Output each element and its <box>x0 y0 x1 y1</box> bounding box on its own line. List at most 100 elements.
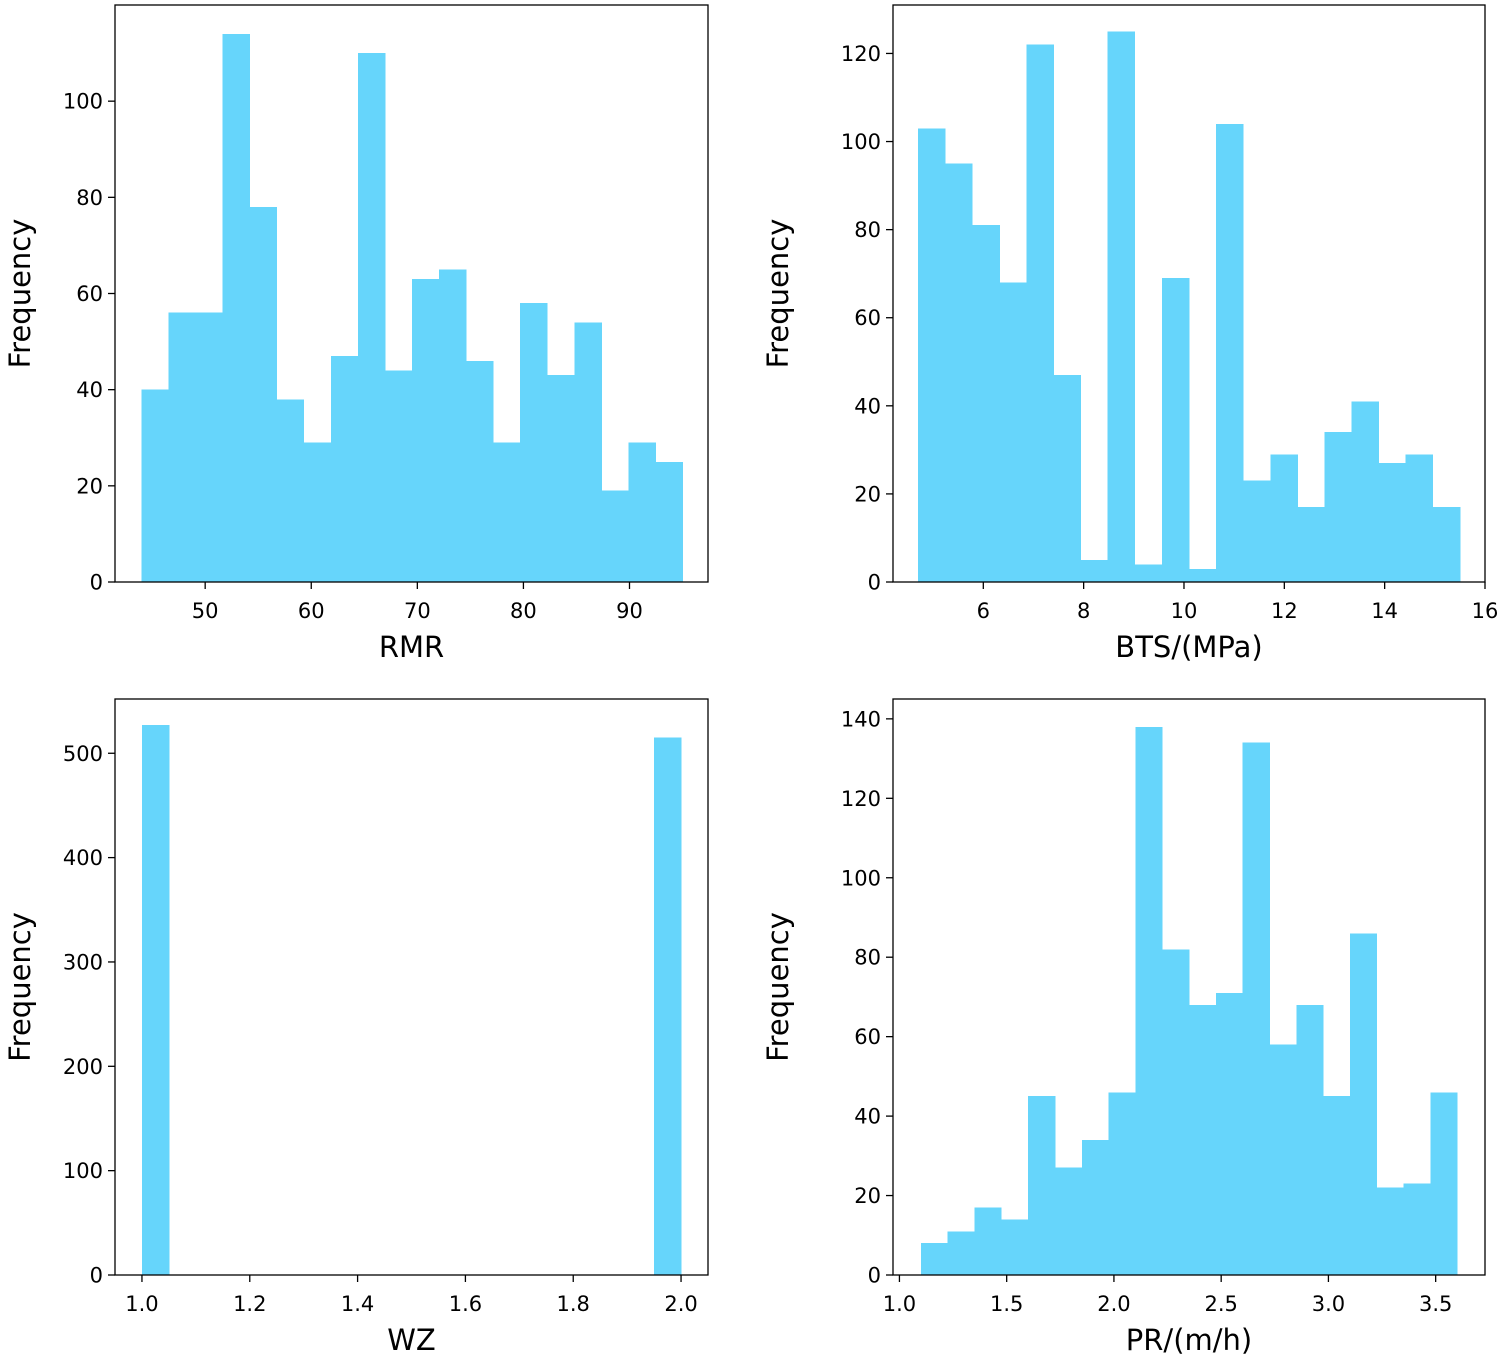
histogram-bar <box>1028 1096 1056 1275</box>
x-tick-label: 3.5 <box>1419 1292 1452 1316</box>
histogram-bar <box>1270 454 1298 582</box>
y-tick-label: 40 <box>854 1105 881 1129</box>
y-axis-label: Frequency <box>3 219 37 369</box>
y-tick-label: 60 <box>76 282 103 306</box>
x-axis-label: WZ <box>387 1323 436 1357</box>
histogram-bar <box>1243 480 1271 582</box>
x-tick-label: 8 <box>1077 599 1090 623</box>
x-tick-label: 14 <box>1371 599 1398 623</box>
histogram-bar <box>1161 278 1190 582</box>
x-tick-label: 60 <box>298 599 325 623</box>
y-tick-label: 120 <box>841 787 881 811</box>
plot-frame <box>892 698 1486 1276</box>
y-tick-label: 100 <box>63 1159 103 1183</box>
histogram-bar <box>974 1207 1002 1275</box>
histogram-bar <box>520 303 548 582</box>
histogram-bar <box>1189 1004 1217 1275</box>
histogram-bar <box>1001 1219 1029 1275</box>
histogram-bar <box>1134 564 1163 582</box>
plot-frame <box>892 4 1486 583</box>
histogram-bar <box>1135 726 1163 1275</box>
histogram-panel: 1.0 1.5 2.0 2.5 3.0 3.5 0 20 40 60 80 100 120 140 PR/(… <box>761 698 1486 1357</box>
x-tick-label: 1.8 <box>557 1292 590 1316</box>
x-tick-label: 1.0 <box>883 1292 916 1316</box>
y-tick-label: 200 <box>63 1055 103 1079</box>
x-tick-label: 2.0 <box>664 1292 697 1316</box>
y-axis-label: Frequency <box>761 912 795 1062</box>
histogram-bar <box>466 360 494 582</box>
histogram-bar <box>1107 31 1136 583</box>
x-tick-label: 90 <box>616 599 643 623</box>
y-axis-label: Frequency <box>761 219 795 369</box>
y-tick-label: 40 <box>76 378 103 402</box>
x-axis-label: RMR <box>379 630 444 664</box>
x-tick-label: 70 <box>404 599 431 623</box>
histogram-bar <box>1405 454 1434 582</box>
histogram-bar <box>972 225 1000 583</box>
y-tick-label: 140 <box>841 707 881 731</box>
histogram-bar <box>222 33 251 583</box>
histogram-bar <box>920 1243 949 1275</box>
y-tick-label: 80 <box>854 218 881 242</box>
histogram-bar <box>1216 123 1244 583</box>
y-tick-label: 400 <box>63 846 103 870</box>
y-tick-label: 100 <box>841 866 881 890</box>
histogram-bar <box>574 322 602 582</box>
histogram-bar <box>439 269 467 582</box>
histogram-bar <box>357 53 386 582</box>
y-tick-label: 60 <box>854 306 881 330</box>
y-tick-label: 20 <box>854 1184 881 1208</box>
y-axis-label: Frequency <box>3 912 37 1062</box>
y-tick-label: 0 <box>90 1264 103 1288</box>
histogram-bar <box>918 128 946 582</box>
histogram-bar <box>276 399 305 582</box>
histogram-bar <box>999 282 1027 582</box>
histogram-bar <box>1324 432 1352 582</box>
histogram-bar <box>1297 507 1325 582</box>
histogram-bar <box>1323 1096 1351 1275</box>
histogram-bar <box>168 312 197 582</box>
histogram-bar <box>1403 1183 1431 1275</box>
histogram-bar <box>947 1231 975 1275</box>
x-tick-label: 1.6 <box>449 1292 482 1316</box>
histogram-bar <box>1026 44 1054 582</box>
histogram-bar <box>655 461 683 582</box>
x-axis-label: PR/(m/h) <box>1126 1323 1252 1357</box>
histogram-bar <box>412 279 440 582</box>
histogram-bar <box>654 737 682 1275</box>
histogram-bar <box>1162 949 1190 1275</box>
x-axis-label: BTS/(MPa) <box>1115 630 1262 664</box>
x-tick-label: 10 <box>1171 599 1198 623</box>
histogram-bar <box>1376 1187 1404 1275</box>
histogram-bar <box>249 206 278 582</box>
histogram-bar <box>493 442 521 582</box>
y-tick-label: 80 <box>854 946 881 970</box>
x-tick-label: 80 <box>510 599 537 623</box>
y-tick-label: 300 <box>63 950 103 974</box>
y-tick-label: 100 <box>63 90 103 114</box>
x-tick-label: 1.5 <box>990 1292 1023 1316</box>
x-tick-label: 6 <box>977 599 990 623</box>
x-tick-label: 3.0 <box>1312 1292 1345 1316</box>
x-tick-label: 1.0 <box>125 1292 158 1316</box>
x-tick-label: 2.5 <box>1204 1292 1237 1316</box>
x-tick-label: 1.2 <box>233 1292 266 1316</box>
histogram-bar <box>1378 463 1407 582</box>
x-tick-label: 50 <box>192 599 219 623</box>
y-tick-label: 40 <box>854 394 881 418</box>
x-tick-label: 12 <box>1271 599 1298 623</box>
y-tick-label: 0 <box>868 571 881 595</box>
histogram-bar <box>945 163 973 582</box>
histogram-bar <box>601 490 629 582</box>
x-tick-label: 16 <box>1472 599 1499 623</box>
histogram-bar <box>1189 568 1217 582</box>
histogram-bar <box>547 375 575 582</box>
histogram-bar <box>1080 559 1109 582</box>
histogram-panel: 50 60 70 80 90 0 20 40 60 80 100 RMR Frequency <box>3 4 709 664</box>
x-tick-label: 2.0 <box>1097 1292 1130 1316</box>
histogram-bar <box>1081 1139 1109 1275</box>
histogram-bar <box>1351 401 1380 582</box>
y-tick-label: 0 <box>90 571 103 595</box>
y-tick-label: 20 <box>854 482 881 506</box>
